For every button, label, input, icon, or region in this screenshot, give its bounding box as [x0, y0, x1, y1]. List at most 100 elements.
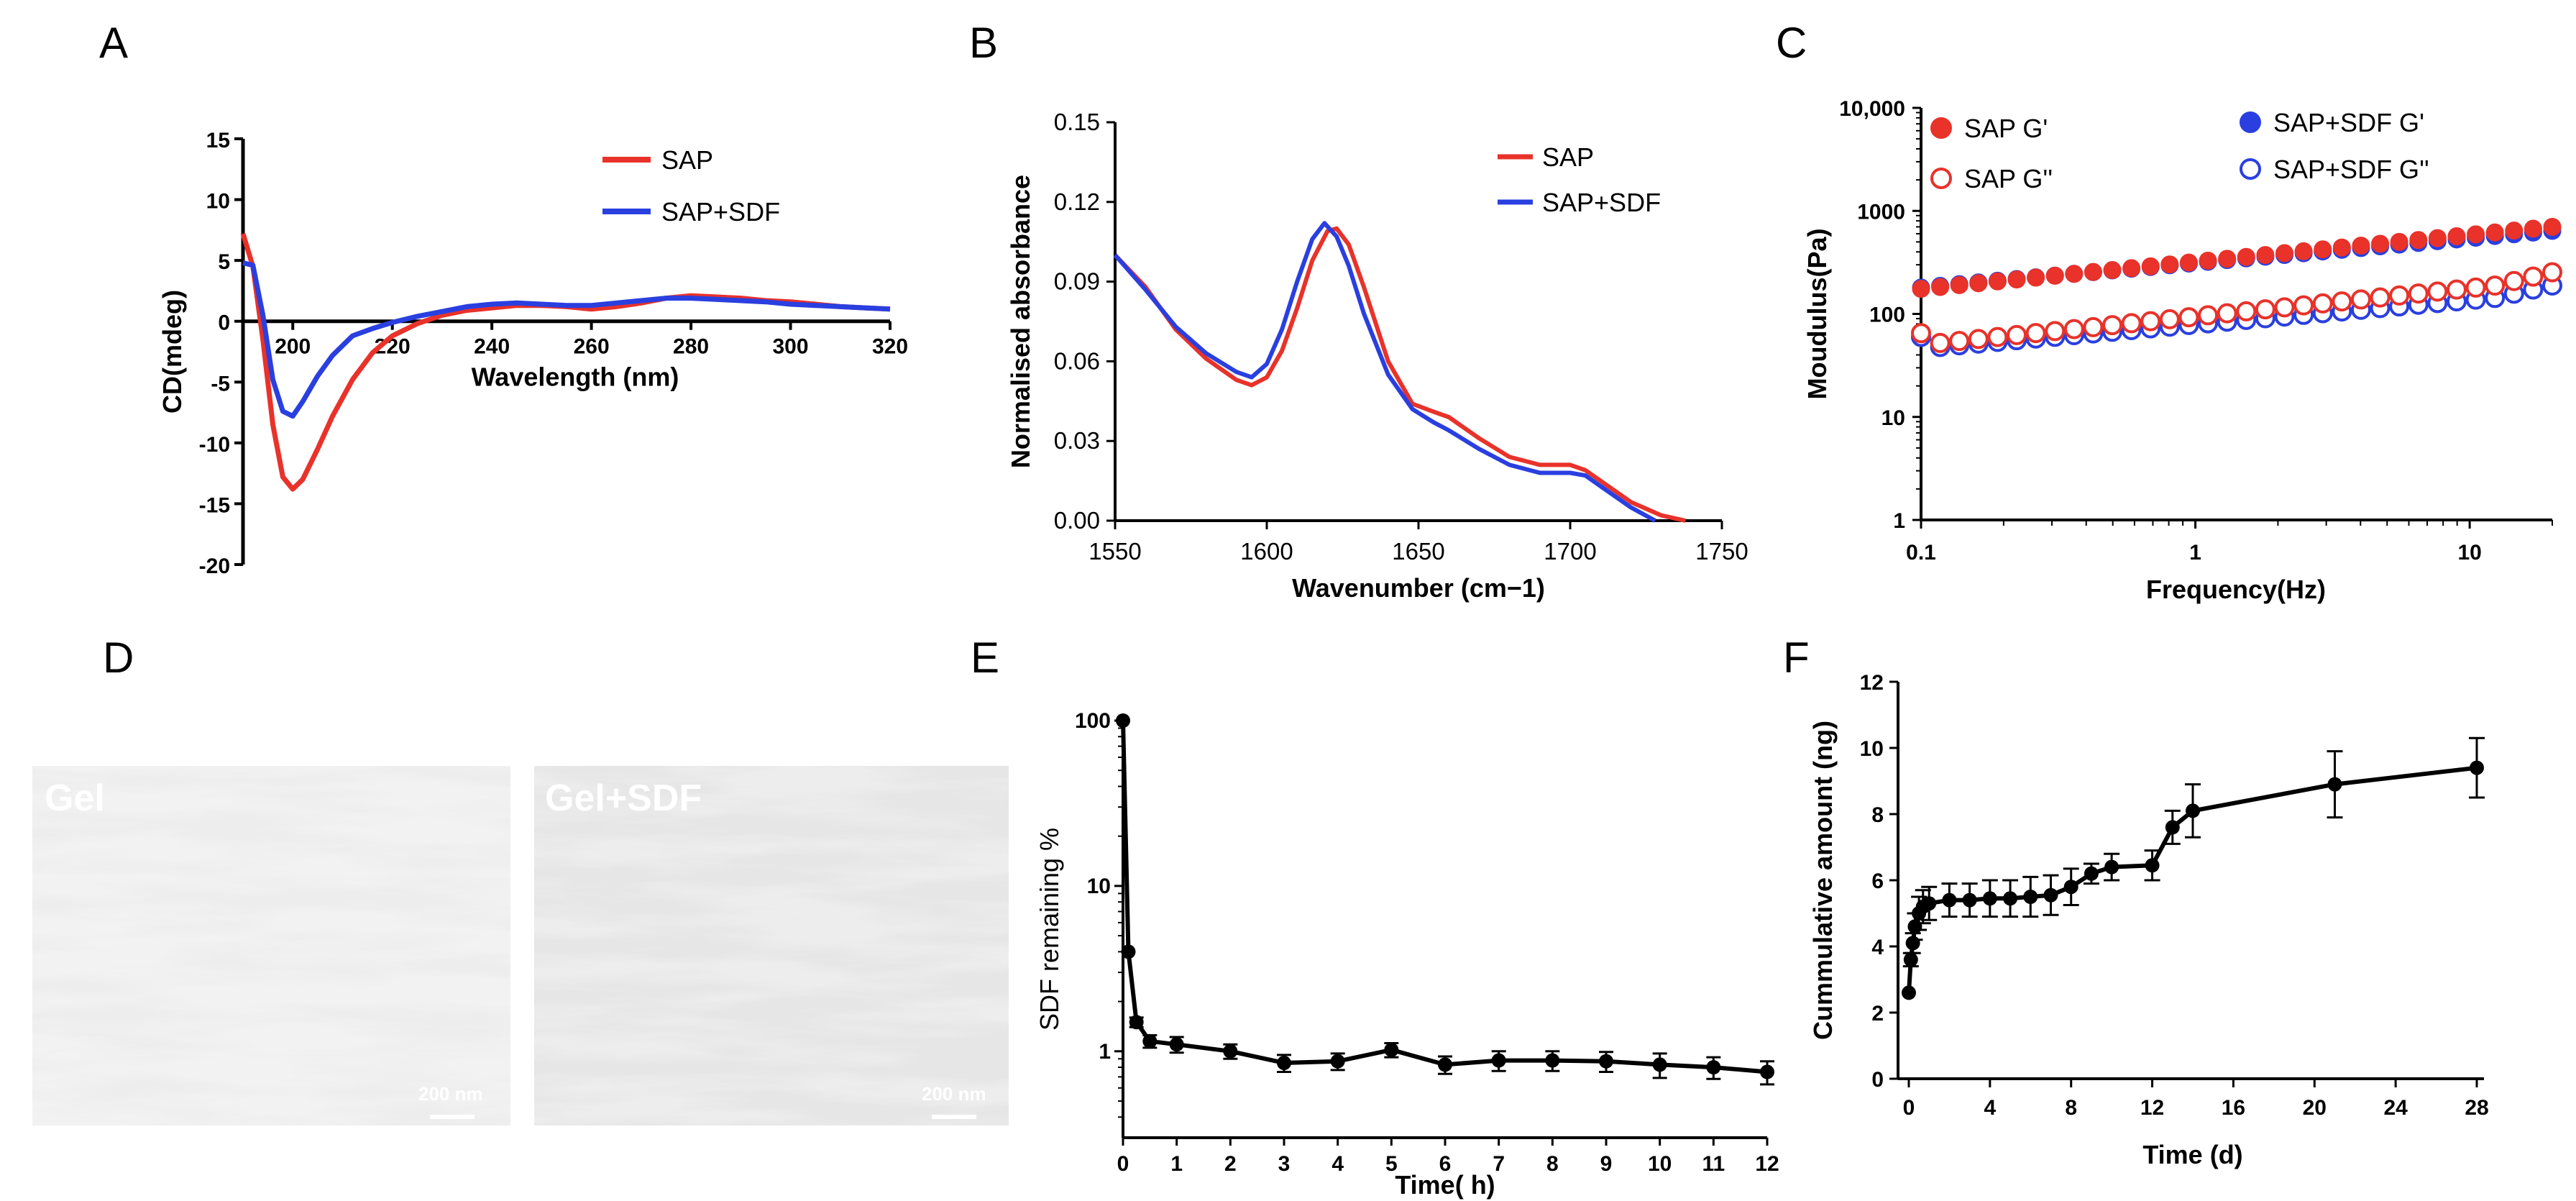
marker-sap-g- — [2428, 229, 2447, 247]
x-tick-label: 1700 — [1544, 538, 1596, 565]
panel-label-b: B — [969, 19, 998, 67]
data-point — [2145, 858, 2160, 873]
y-axis-label: Normalised absorbance — [1006, 175, 1035, 468]
marker-sap-g- — [1987, 326, 2008, 347]
scale-bar — [932, 1115, 976, 1119]
marker-sap-g- — [2102, 315, 2123, 336]
data-point — [1760, 1064, 1774, 1079]
x-tick-label: 11 — [1702, 1152, 1725, 1176]
data-point — [1706, 1060, 1721, 1075]
x-tick-label: 9 — [1600, 1152, 1613, 1176]
marker-sap-g- — [2140, 311, 2161, 332]
legend-label: SAP+SDF — [661, 197, 780, 227]
y-axis-label: Cummulative amount (ng) — [1808, 721, 1838, 1040]
panel-label-d: D — [103, 634, 134, 682]
data-point — [1121, 944, 1136, 959]
marker-sap-g- — [2236, 301, 2257, 321]
x-tick-label: 1 — [2189, 541, 2201, 565]
x-axis-label: Wavenumber (cm−1) — [1292, 573, 1545, 603]
marker-sap-g- — [2332, 291, 2352, 312]
x-tick-label: 24 — [2383, 1096, 2408, 1120]
x-tick-label: 1650 — [1392, 538, 1444, 565]
marker-sap-g- — [2178, 307, 2199, 328]
data-point — [1384, 1042, 1399, 1057]
data-point — [1903, 952, 1918, 967]
scale-bar-label: 200 nm — [922, 1083, 986, 1105]
x-axis-label: Time( h) — [1395, 1170, 1495, 1200]
y-tick-label: -5 — [211, 372, 230, 396]
marker-sap-g- — [2523, 266, 2544, 287]
data-point — [1902, 985, 1916, 1000]
x-tick-label: 1550 — [1088, 538, 1141, 565]
y-tick-label: 8 — [1871, 803, 1884, 827]
x-tick-label: 240 — [474, 335, 510, 359]
y-tick-label: 0.06 — [1054, 347, 1100, 374]
series-line-sap-sdf — [242, 260, 891, 419]
data-point — [2084, 866, 2099, 881]
marker-sap-g- — [2485, 223, 2504, 242]
micrograph-gel-sdf-label: Gel+SDF — [545, 777, 702, 819]
y-tick-label: 0.12 — [1054, 188, 1100, 215]
marker-sap-g- — [2007, 324, 2027, 345]
y-tick-label: 12 — [1860, 671, 1884, 695]
data-point — [2023, 890, 2038, 904]
scale-bar-label: 200 nm — [418, 1083, 483, 1105]
legend-marker — [1930, 117, 1952, 139]
marker-sap-g- — [2427, 281, 2448, 302]
y-tick-label: 10 — [1087, 875, 1111, 898]
y-tick-label: 0.03 — [1054, 427, 1100, 454]
x-tick-label: 1600 — [1240, 538, 1293, 565]
data-point — [1438, 1057, 1452, 1072]
y-tick-label: 100 — [1075, 709, 1111, 733]
marker-sap-g- — [2505, 222, 2524, 240]
data-point — [1982, 891, 1997, 906]
x-tick-label: 12 — [1755, 1152, 1779, 1176]
data-point — [2186, 803, 2200, 818]
x-tick-label: 5 — [1385, 1152, 1398, 1176]
marker-sap-g- — [2524, 219, 2542, 238]
marker-sap-g- — [2503, 270, 2524, 291]
legend-label: SAP+SDF G'' — [2273, 155, 2429, 184]
data-point — [1491, 1053, 1506, 1068]
x-tick-label: 8 — [1546, 1152, 1559, 1176]
x-tick-label: 16 — [2222, 1096, 2245, 1120]
marker-sap-g- — [2160, 255, 2179, 274]
x-tick-label: 3 — [1278, 1152, 1291, 1176]
panel-label-f: F — [1783, 634, 1810, 682]
x-tick-label: 7 — [1493, 1152, 1505, 1176]
x-tick-label: 1750 — [1695, 538, 1748, 565]
marker-sap-g- — [2007, 270, 2026, 289]
marker-sap-g- — [2274, 297, 2295, 318]
marker-sap-g- — [2389, 285, 2410, 306]
x-tick-label: 200 — [275, 335, 311, 359]
x-tick-label: 280 — [673, 335, 709, 359]
y-tick-label: 10 — [1860, 737, 1884, 761]
marker-sap-g- — [2467, 225, 2485, 244]
y-tick-label: 0.00 — [1054, 507, 1100, 534]
marker-sap-g- — [2312, 293, 2333, 314]
y-axis-label: SDF remaining % — [1035, 828, 1064, 1031]
y-tick-label: 4 — [1871, 936, 1884, 959]
legend-label: SAP G'' — [1964, 164, 2053, 193]
data-point — [2043, 887, 2058, 903]
y-tick-label: 5 — [218, 250, 230, 274]
series-line — [1121, 720, 1768, 1074]
legend-label: SAP — [1542, 142, 1594, 172]
y-tick-label: 0.15 — [1054, 109, 1100, 135]
marker-sap-g- — [2542, 262, 2562, 283]
data-point — [1129, 1015, 1144, 1030]
marker-sap-g- — [2352, 237, 2370, 255]
x-tick-label: 0 — [1117, 1152, 1129, 1176]
legend-label: SAP+SDF G' — [2273, 108, 2424, 137]
panel-label-e: E — [971, 634, 999, 682]
y-tick-label: 0.09 — [1054, 268, 1100, 295]
data-point — [1116, 713, 1130, 728]
marker-sap-g- — [2390, 232, 2408, 251]
marker-sap-g- — [2027, 268, 2045, 287]
micrograph-gel-label: Gel — [45, 777, 105, 819]
legend-label: SAP+SDF — [1542, 188, 1661, 217]
marker-sap-g- — [1988, 272, 2007, 291]
data-point — [1330, 1054, 1345, 1069]
marker-sap-g- — [2025, 323, 2046, 344]
